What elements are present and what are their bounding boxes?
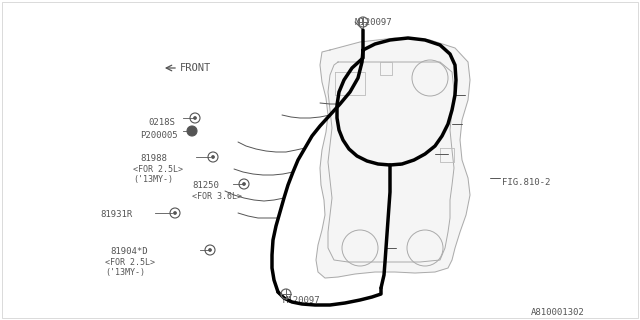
Text: ('13MY-): ('13MY-) bbox=[133, 175, 173, 184]
Text: 0218S: 0218S bbox=[148, 118, 175, 127]
Circle shape bbox=[187, 126, 197, 136]
Polygon shape bbox=[316, 38, 470, 278]
Circle shape bbox=[193, 116, 196, 119]
Circle shape bbox=[173, 212, 177, 214]
Text: ('13MY-): ('13MY-) bbox=[105, 268, 145, 277]
Circle shape bbox=[209, 249, 211, 252]
Text: 81250: 81250 bbox=[192, 181, 219, 190]
Text: <FOR 3.6L>: <FOR 3.6L> bbox=[192, 192, 242, 201]
Text: FRONT: FRONT bbox=[180, 63, 211, 73]
Text: FIG.810-2: FIG.810-2 bbox=[502, 178, 550, 187]
Text: P200005: P200005 bbox=[140, 131, 178, 140]
Text: <FOR 2.5L>: <FOR 2.5L> bbox=[105, 258, 155, 267]
Circle shape bbox=[243, 182, 246, 186]
Text: M120097: M120097 bbox=[355, 18, 392, 27]
Text: 81988: 81988 bbox=[140, 154, 167, 163]
Text: 81904*D: 81904*D bbox=[110, 247, 148, 256]
Text: M120097: M120097 bbox=[283, 296, 321, 305]
Text: A810001302: A810001302 bbox=[531, 308, 585, 317]
Text: <FOR 2.5L>: <FOR 2.5L> bbox=[133, 165, 183, 174]
Circle shape bbox=[211, 156, 214, 158]
Text: 81931R: 81931R bbox=[100, 210, 132, 219]
